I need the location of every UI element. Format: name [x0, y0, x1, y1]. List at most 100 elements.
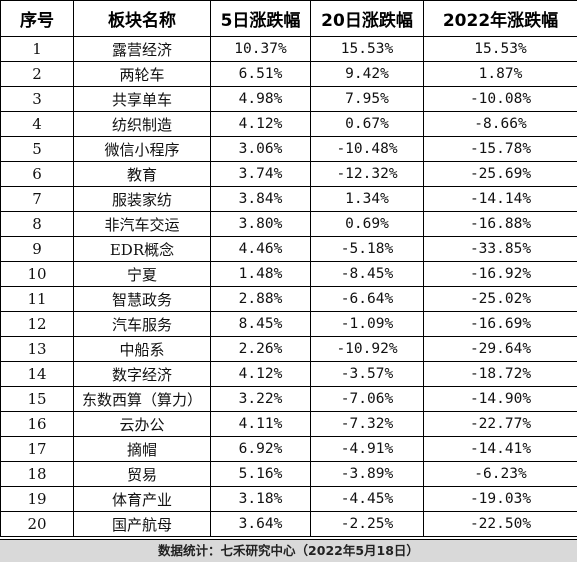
change-2022-cell: -8.66% [423, 111, 577, 137]
change-5day-cell: 4.11% [210, 411, 311, 437]
table-row: 9 EDR概念 4.46% -5.18% -33.85% [0, 236, 577, 262]
change-5day-cell: 4.98% [210, 86, 311, 112]
sector-name-cell: 数字经济 [73, 361, 211, 387]
header-index: 序号 [0, 0, 74, 37]
change-20day-cell: 1.34% [310, 186, 424, 212]
change-20day-cell: -7.06% [310, 386, 424, 412]
change-2022-cell: 1.87% [423, 61, 577, 87]
data-source-footer: 数据统计：七禾研究中心（2022年5月18日） [0, 539, 577, 562]
row-index-cell: 20 [0, 511, 74, 537]
row-index-cell: 5 [0, 136, 74, 162]
table-row: 20 国产航母 3.64% -2.25% -22.50% [0, 511, 577, 537]
header-row: 序号 板块名称 5日涨跌幅 20日涨跌幅 2022年涨跌幅 [0, 0, 577, 37]
table-row: 16 云办公 4.11% -7.32% -22.77% [0, 411, 577, 437]
change-20day-cell: -2.25% [310, 511, 424, 537]
header-2022-change: 2022年涨跌幅 [423, 0, 577, 37]
row-index-cell: 9 [0, 236, 74, 262]
row-index-cell: 16 [0, 411, 74, 437]
change-5day-cell: 3.64% [210, 511, 311, 537]
row-index-cell: 13 [0, 336, 74, 362]
sector-name-cell: 服装家纺 [73, 186, 211, 212]
change-5day-cell: 5.16% [210, 461, 311, 487]
table-row: 10 宁夏 1.48% -8.45% -16.92% [0, 261, 577, 287]
row-index-cell: 19 [0, 486, 74, 512]
row-index-cell: 4 [0, 111, 74, 137]
change-2022-cell: -22.50% [423, 511, 577, 537]
change-2022-cell: -25.69% [423, 161, 577, 187]
table-row: 3 共享单车 4.98% 7.95% -10.08% [0, 86, 577, 112]
change-20day-cell: 0.69% [310, 211, 424, 237]
sector-name-cell: 云办公 [73, 411, 211, 437]
change-20day-cell: -4.45% [310, 486, 424, 512]
sector-name-cell: 教育 [73, 161, 211, 187]
change-2022-cell: -10.08% [423, 86, 577, 112]
change-5day-cell: 2.88% [210, 286, 311, 312]
change-2022-cell: -14.90% [423, 386, 577, 412]
change-2022-cell: -25.02% [423, 286, 577, 312]
table-row: 6 教育 3.74% -12.32% -25.69% [0, 161, 577, 187]
change-20day-cell: -3.89% [310, 461, 424, 487]
change-20day-cell: -7.32% [310, 411, 424, 437]
table-row: 13 中船系 2.26% -10.92% -29.64% [0, 336, 577, 362]
row-index-cell: 3 [0, 86, 74, 112]
row-index-cell: 6 [0, 161, 74, 187]
sector-name-cell: 摘帽 [73, 436, 211, 462]
sector-performance-table: 序号 板块名称 5日涨跌幅 20日涨跌幅 2022年涨跌幅 1 露营经济 10.37… [0, 0, 577, 537]
header-sector-name: 板块名称 [73, 0, 211, 37]
change-20day-cell: 7.95% [310, 86, 424, 112]
change-2022-cell: -15.78% [423, 136, 577, 162]
change-5day-cell: 4.12% [210, 361, 311, 387]
change-5day-cell: 3.80% [210, 211, 311, 237]
change-5day-cell: 1.48% [210, 261, 311, 287]
sector-name-cell: 中船系 [73, 336, 211, 362]
change-2022-cell: -14.14% [423, 186, 577, 212]
change-5day-cell: 3.06% [210, 136, 311, 162]
row-index-cell: 1 [0, 36, 74, 62]
change-2022-cell: -33.85% [423, 236, 577, 262]
change-20day-cell: -4.91% [310, 436, 424, 462]
row-index-cell: 17 [0, 436, 74, 462]
change-20day-cell: -5.18% [310, 236, 424, 262]
change-20day-cell: -3.57% [310, 361, 424, 387]
change-20day-cell: -10.92% [310, 336, 424, 362]
sector-name-cell: 两轮车 [73, 61, 211, 87]
change-2022-cell: -18.72% [423, 361, 577, 387]
change-20day-cell: 9.42% [310, 61, 424, 87]
change-5day-cell: 6.51% [210, 61, 311, 87]
sector-name-cell: 智慧政务 [73, 286, 211, 312]
table-row: 12 汽车服务 8.45% -1.09% -16.69% [0, 311, 577, 337]
change-5day-cell: 6.92% [210, 436, 311, 462]
row-index-cell: 15 [0, 386, 74, 412]
table-row: 19 体育产业 3.18% -4.45% -19.03% [0, 486, 577, 512]
sector-name-cell: 宁夏 [73, 261, 211, 287]
change-20day-cell: -12.32% [310, 161, 424, 187]
sector-name-cell: 东数西算（算力） [73, 386, 211, 412]
sector-name-cell: 国产航母 [73, 511, 211, 537]
sector-name-cell: 共享单车 [73, 86, 211, 112]
change-20day-cell: 15.53% [310, 36, 424, 62]
change-20day-cell: -6.64% [310, 286, 424, 312]
table-row: 2 两轮车 6.51% 9.42% 1.87% [0, 61, 577, 87]
table-row: 18 贸易 5.16% -3.89% -6.23% [0, 461, 577, 487]
change-5day-cell: 3.84% [210, 186, 311, 212]
table-row: 11 智慧政务 2.88% -6.64% -25.02% [0, 286, 577, 312]
change-2022-cell: -16.69% [423, 311, 577, 337]
table-row: 7 服装家纺 3.84% 1.34% -14.14% [0, 186, 577, 212]
change-5day-cell: 4.12% [210, 111, 311, 137]
change-20day-cell: -10.48% [310, 136, 424, 162]
change-2022-cell: -22.77% [423, 411, 577, 437]
table-body: 1 露营经济 10.37% 15.53% 15.53% 2 两轮车 6.51% 9.42% 1.8… [0, 36, 577, 537]
change-5day-cell: 3.18% [210, 486, 311, 512]
change-2022-cell: -16.92% [423, 261, 577, 287]
change-2022-cell: -14.41% [423, 436, 577, 462]
table-row: 15 东数西算（算力） 3.22% -7.06% -14.90% [0, 386, 577, 412]
change-2022-cell: -19.03% [423, 486, 577, 512]
table-row: 14 数字经济 4.12% -3.57% -18.72% [0, 361, 577, 387]
row-index-cell: 14 [0, 361, 74, 387]
change-2022-cell: -16.88% [423, 211, 577, 237]
sector-name-cell: 纺织制造 [73, 111, 211, 137]
table-row: 17 摘帽 6.92% -4.91% -14.41% [0, 436, 577, 462]
row-index-cell: 11 [0, 286, 74, 312]
header-5day-change: 5日涨跌幅 [210, 0, 311, 37]
